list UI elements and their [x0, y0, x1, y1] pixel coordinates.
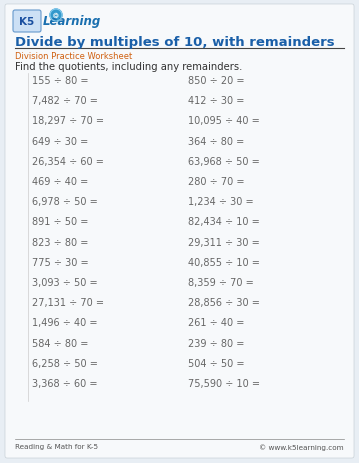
Text: 649 ÷ 30 =: 649 ÷ 30 = [32, 136, 88, 146]
Text: Divide by multiples of 10, with remainders: Divide by multiples of 10, with remainde… [15, 36, 335, 49]
Text: 28,856 ÷ 30 =: 28,856 ÷ 30 = [188, 298, 260, 307]
Circle shape [50, 10, 62, 22]
Text: Find the quotients, including any remainders.: Find the quotients, including any remain… [15, 62, 242, 72]
Text: 3,093 ÷ 50 =: 3,093 ÷ 50 = [32, 277, 98, 288]
Text: 239 ÷ 80 =: 239 ÷ 80 = [188, 338, 244, 348]
Text: 504 ÷ 50 =: 504 ÷ 50 = [188, 358, 244, 368]
Text: 364 ÷ 80 =: 364 ÷ 80 = [188, 136, 244, 146]
Text: 3,368 ÷ 60 =: 3,368 ÷ 60 = [32, 378, 98, 388]
Text: 82,434 ÷ 10 =: 82,434 ÷ 10 = [188, 217, 260, 227]
Text: 27,131 ÷ 70 =: 27,131 ÷ 70 = [32, 298, 104, 307]
Text: 6,978 ÷ 50 =: 6,978 ÷ 50 = [32, 197, 98, 207]
Text: K5: K5 [19, 17, 34, 27]
Text: 850 ÷ 20 =: 850 ÷ 20 = [188, 76, 244, 86]
Text: 1,496 ÷ 40 =: 1,496 ÷ 40 = [32, 318, 98, 328]
Text: 1,234 ÷ 30 =: 1,234 ÷ 30 = [188, 197, 253, 207]
Text: 823 ÷ 80 =: 823 ÷ 80 = [32, 237, 88, 247]
FancyBboxPatch shape [5, 5, 354, 458]
Text: 775 ÷ 30 =: 775 ÷ 30 = [32, 257, 89, 267]
Text: 261 ÷ 40 =: 261 ÷ 40 = [188, 318, 244, 328]
Text: 18,297 ÷ 70 =: 18,297 ÷ 70 = [32, 116, 104, 126]
Text: 155 ÷ 80 =: 155 ÷ 80 = [32, 76, 89, 86]
Text: 75,590 ÷ 10 =: 75,590 ÷ 10 = [188, 378, 260, 388]
Text: 26,354 ÷ 60 =: 26,354 ÷ 60 = [32, 156, 104, 166]
Text: 8,359 ÷ 70 =: 8,359 ÷ 70 = [188, 277, 254, 288]
Text: Reading & Math for K-5: Reading & Math for K-5 [15, 443, 98, 449]
Text: 10,095 ÷ 40 =: 10,095 ÷ 40 = [188, 116, 260, 126]
Text: 584 ÷ 80 =: 584 ÷ 80 = [32, 338, 88, 348]
Text: 7,482 ÷ 70 =: 7,482 ÷ 70 = [32, 96, 98, 106]
Text: 63,968 ÷ 50 =: 63,968 ÷ 50 = [188, 156, 260, 166]
Text: 29,311 ÷ 30 =: 29,311 ÷ 30 = [188, 237, 260, 247]
Text: Division Practice Worksheet: Division Practice Worksheet [15, 52, 132, 61]
Text: 891 ÷ 50 =: 891 ÷ 50 = [32, 217, 88, 227]
Text: 6,258 ÷ 50 =: 6,258 ÷ 50 = [32, 358, 98, 368]
Text: Learning: Learning [43, 15, 101, 28]
Text: 469 ÷ 40 =: 469 ÷ 40 = [32, 176, 88, 187]
Text: © www.k5learning.com: © www.k5learning.com [259, 443, 344, 450]
Text: 40,855 ÷ 10 =: 40,855 ÷ 10 = [188, 257, 260, 267]
Text: ❂: ❂ [53, 13, 59, 19]
FancyBboxPatch shape [13, 11, 41, 33]
Text: 412 ÷ 30 =: 412 ÷ 30 = [188, 96, 244, 106]
Text: 280 ÷ 70 =: 280 ÷ 70 = [188, 176, 244, 187]
